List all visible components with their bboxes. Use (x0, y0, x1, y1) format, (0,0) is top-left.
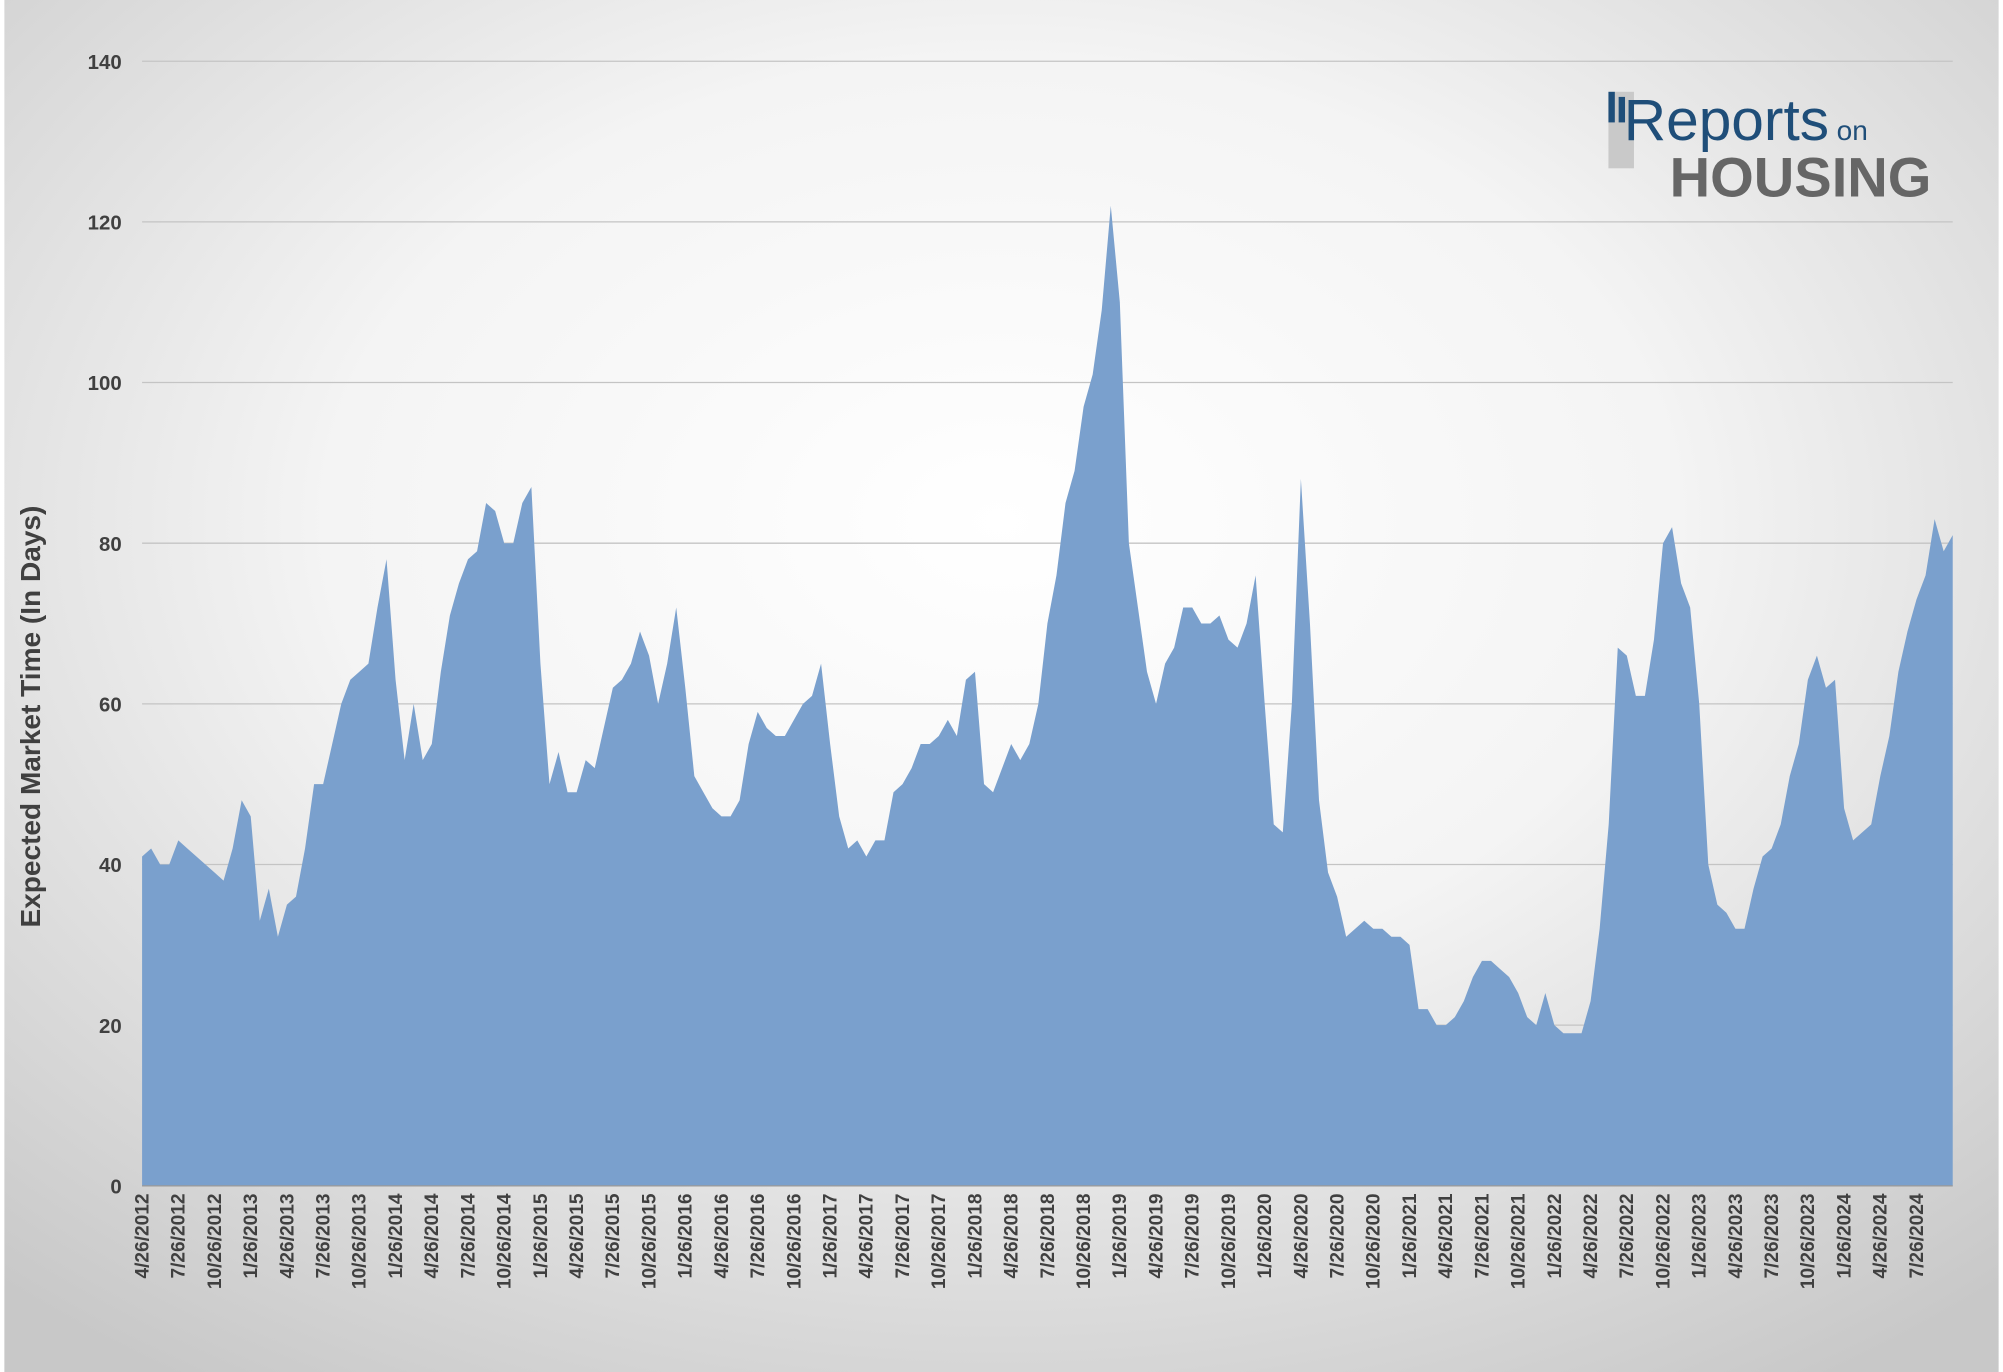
logo-sub: HOUSING (1670, 145, 1932, 208)
x-tick-label: 4/26/2022 (1581, 1193, 1602, 1278)
x-tick-label: 1/26/2015 (531, 1193, 552, 1278)
x-tick-label: 4/26/2014 (422, 1193, 443, 1278)
x-tick-label: 1/26/2021 (1400, 1193, 1421, 1278)
logo-bar (1608, 91, 1615, 123)
x-tick-label: 4/26/2018 (1002, 1193, 1023, 1278)
x-tick-label: 10/26/2012 (205, 1193, 226, 1289)
logo-bar (1618, 96, 1626, 123)
x-tick-label: 10/26/2014 (495, 1193, 516, 1289)
y-tick-label: 80 (99, 534, 122, 556)
y-tick-label: 60 (99, 695, 122, 717)
x-tick-label: 4/26/2020 (1291, 1193, 1312, 1278)
area (142, 205, 1953, 1186)
y-tick-label: 100 (88, 373, 122, 395)
x-tick-label: 7/26/2012 (169, 1193, 190, 1278)
x-tick-label: 7/26/2019 (1183, 1193, 1204, 1278)
x-tick-label: 7/26/2024 (1907, 1193, 1928, 1278)
x-tick-label: 10/26/2019 (1219, 1193, 1240, 1289)
x-tick-label: 4/26/2023 (1726, 1193, 1747, 1278)
y-tick-label: 20 (99, 1016, 122, 1038)
x-tick-label: 4/26/2021 (1436, 1193, 1457, 1278)
x-tick-label: 1/26/2022 (1545, 1193, 1566, 1278)
x-tick-label: 7/26/2014 (458, 1193, 479, 1278)
x-tick-label: 1/26/2018 (965, 1193, 986, 1278)
x-tick-label: 10/26/2020 (1364, 1193, 1385, 1289)
x-tick-label: 1/26/2023 (1690, 1193, 1711, 1278)
x-tick-label: 10/26/2017 (929, 1193, 950, 1289)
y-axis-label: Expected Market Time (In Days) (15, 506, 46, 928)
x-tick-label: 7/26/2016 (748, 1193, 769, 1278)
x-tick-label: 7/26/2022 (1617, 1193, 1638, 1278)
x-tick-label: 7/26/2021 (1472, 1193, 1493, 1278)
x-tick-label: 10/26/2023 (1798, 1193, 1819, 1289)
x-tick-label: 4/26/2017 (857, 1193, 878, 1278)
y-tick-label: 40 (99, 855, 122, 877)
logo-main: Reports (1624, 88, 1829, 153)
x-tick-label: 7/26/2013 (314, 1193, 335, 1278)
x-tick-label: 4/26/2012 (132, 1193, 153, 1278)
x-tick-label: 4/26/2016 (712, 1193, 733, 1278)
y-tick-label: 0 (110, 1176, 121, 1198)
x-tick-label: 4/26/2015 (567, 1193, 588, 1278)
x-tick-label: 7/26/2020 (1327, 1193, 1348, 1278)
x-tick-label: 10/26/2022 (1653, 1193, 1674, 1289)
x-tick-label: 10/26/2016 (784, 1193, 805, 1289)
x-tick-label: 1/26/2017 (821, 1193, 842, 1278)
x-tick-label: 1/26/2016 (676, 1193, 697, 1278)
x-tick-label: 7/26/2023 (1762, 1193, 1783, 1278)
x-tick-label: 1/26/2014 (386, 1193, 407, 1278)
x-tick-label: 10/26/2021 (1509, 1193, 1530, 1289)
logo-small: on (1837, 115, 1868, 146)
x-tick-label: 10/26/2013 (350, 1193, 371, 1289)
x-tick-label: 7/26/2015 (603, 1193, 624, 1278)
x-tick-label: 4/26/2013 (277, 1193, 298, 1278)
x-tick-label: 10/26/2015 (639, 1193, 660, 1289)
x-tick-label: 1/26/2024 (1834, 1193, 1855, 1278)
x-tick-label: 1/26/2020 (1255, 1193, 1276, 1278)
x-tick-label: 10/26/2018 (1074, 1193, 1095, 1289)
x-tick-label: 4/26/2019 (1146, 1193, 1167, 1278)
x-tick-label: 1/26/2013 (241, 1193, 262, 1278)
x-tick-label: 1/26/2019 (1110, 1193, 1131, 1278)
x-tick-label: 7/26/2018 (1038, 1193, 1059, 1278)
x-tick-label: 4/26/2024 (1871, 1193, 1892, 1278)
y-tick-label: 140 (88, 52, 122, 74)
y-tick-label: 120 (88, 213, 122, 235)
x-tick-label: 7/26/2017 (893, 1193, 914, 1278)
logo: Reports on HOUSING (1608, 88, 1931, 208)
